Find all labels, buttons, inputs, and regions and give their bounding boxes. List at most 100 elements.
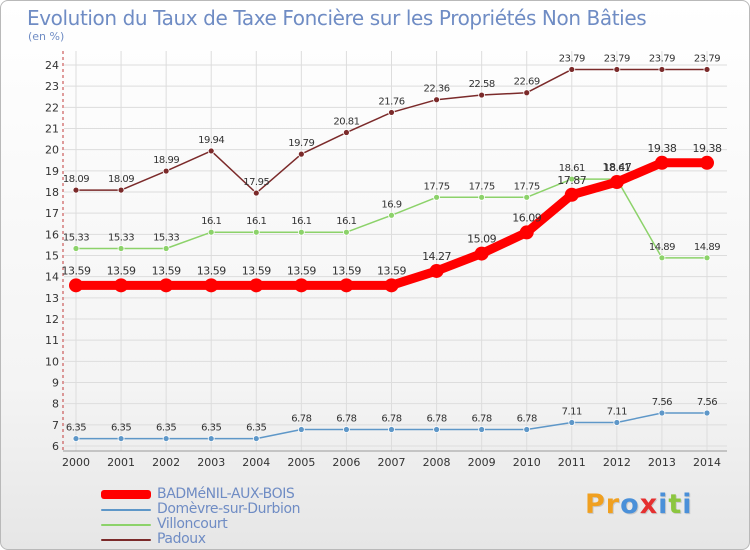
y-unit-label: (en %)	[28, 30, 65, 43]
y-tick-label: 24	[45, 59, 59, 72]
logo-letter: o	[620, 489, 640, 520]
data-label-badmenil: 19.38	[693, 142, 722, 155]
data-label-badmenil: 17.87	[557, 174, 586, 187]
data-point-villoncourt	[703, 254, 711, 262]
data-point-badmenil	[654, 155, 669, 170]
data-label-villoncourt: 17.75	[469, 181, 495, 192]
data-label-padoux: 19.94	[198, 135, 224, 146]
y-tick-label: 7	[52, 419, 59, 432]
y-tick-label: 12	[45, 313, 59, 326]
data-point-villoncourt	[658, 254, 666, 262]
y-tick-label: 11	[45, 334, 59, 347]
legend-label-domevre: Domèvre-sur-Durbion	[157, 501, 301, 517]
logo-letter: P	[585, 489, 606, 520]
data-point-padoux	[252, 189, 260, 197]
data-label-villoncourt: 16.9	[381, 199, 401, 210]
data-label-domevre: 6.78	[426, 413, 446, 424]
data-label-villoncourt: 15.33	[153, 233, 179, 244]
x-tick-label: 2008	[423, 456, 451, 469]
x-tick-label: 2010	[513, 456, 541, 469]
logo-letter: r	[605, 489, 621, 520]
data-point-badmenil	[249, 278, 264, 293]
data-point-badmenil	[700, 155, 714, 170]
data-label-domevre: 6.35	[111, 423, 131, 434]
data-point-villoncourt	[72, 245, 80, 252]
data-point-padoux	[703, 66, 711, 73]
data-label-domevre: 6.78	[291, 413, 311, 424]
data-point-domevre	[343, 426, 350, 433]
data-point-padoux	[613, 66, 621, 73]
data-label-badmenil: 13.59	[377, 264, 406, 277]
y-tick-label: 9	[52, 377, 59, 390]
data-label-domevre: 7.56	[697, 397, 717, 408]
x-tick-label: 2004	[242, 456, 270, 469]
data-label-domevre: 6.35	[66, 423, 86, 434]
data-point-domevre	[297, 426, 305, 433]
data-label-padoux: 23.79	[604, 53, 630, 64]
data-point-badmenil	[159, 278, 174, 293]
data-point-domevre	[117, 435, 125, 442]
data-label-padoux: 23.79	[559, 53, 585, 64]
logo-letter: t	[668, 489, 683, 520]
y-tick-label: 19	[45, 165, 59, 178]
y-tick-label: 14	[45, 271, 59, 284]
data-point-padoux	[523, 89, 531, 97]
data-point-domevre	[72, 435, 80, 442]
y-tick-label: 15	[45, 250, 59, 263]
data-label-padoux: 23.79	[694, 53, 720, 64]
data-point-padoux	[72, 186, 80, 194]
data-label-badmenil: 13.59	[107, 264, 136, 277]
data-label-villoncourt: 15.33	[63, 233, 89, 244]
data-point-domevre	[252, 435, 260, 442]
data-label-villoncourt: 15.33	[108, 233, 134, 244]
x-tick-label: 2009	[468, 456, 496, 469]
y-tick-label: 13	[45, 292, 59, 305]
data-label-domevre: 7.11	[607, 407, 627, 418]
y-tick-label: 22	[45, 101, 59, 114]
y-tick-label: 18	[45, 186, 59, 199]
data-point-villoncourt	[568, 175, 576, 183]
data-label-badmenil: 18.47	[602, 161, 631, 174]
y-tick-label: 8	[52, 398, 59, 411]
data-point-domevre	[433, 426, 440, 433]
data-label-badmenil: 13.59	[287, 264, 316, 277]
y-tick-label: 17	[45, 207, 59, 220]
data-point-villoncourt	[207, 228, 215, 236]
x-tick-label: 2001	[107, 456, 135, 469]
data-label-domevre: 6.78	[517, 413, 537, 424]
data-label-padoux: 22.58	[469, 79, 495, 90]
x-tick-label: 2002	[152, 456, 180, 469]
data-point-villoncourt	[343, 228, 350, 236]
data-point-padoux	[297, 150, 305, 158]
logo-letter: i	[658, 489, 669, 520]
logo-letter: x	[639, 489, 659, 520]
x-tick-label: 2003	[197, 456, 225, 469]
data-point-villoncourt	[523, 193, 531, 201]
x-tick-label: 2014	[693, 456, 721, 469]
data-label-domevre: 6.78	[472, 413, 492, 424]
data-label-badmenil: 13.59	[62, 264, 91, 277]
data-label-badmenil: 13.59	[332, 264, 361, 277]
data-point-padoux	[568, 66, 576, 73]
data-point-badmenil	[114, 278, 129, 293]
data-point-badmenil	[564, 187, 579, 202]
data-point-villoncourt	[117, 245, 125, 252]
data-label-villoncourt: 16.1	[246, 216, 266, 227]
legend-swatch-domevre	[101, 509, 151, 511]
legend-label-badmenil: BADMéNIL-AUX-BOIS	[157, 486, 295, 502]
data-label-domevre: 6.35	[246, 423, 266, 434]
y-tick-label: 16	[45, 228, 59, 241]
data-label-domevre: 6.78	[381, 413, 401, 424]
data-label-padoux: 23.79	[649, 53, 675, 64]
legend-label-padoux: Padoux	[157, 531, 206, 547]
data-point-villoncourt	[252, 228, 260, 236]
data-label-villoncourt: 16.1	[291, 216, 311, 227]
legend-swatch-badmenil	[101, 490, 151, 499]
data-point-villoncourt	[433, 193, 440, 201]
legend-swatch-villoncourt	[101, 524, 151, 526]
data-point-padoux	[343, 129, 350, 136]
data-point-badmenil	[294, 278, 309, 293]
data-label-badmenil: 19.38	[647, 142, 676, 155]
data-point-badmenil	[429, 263, 444, 278]
